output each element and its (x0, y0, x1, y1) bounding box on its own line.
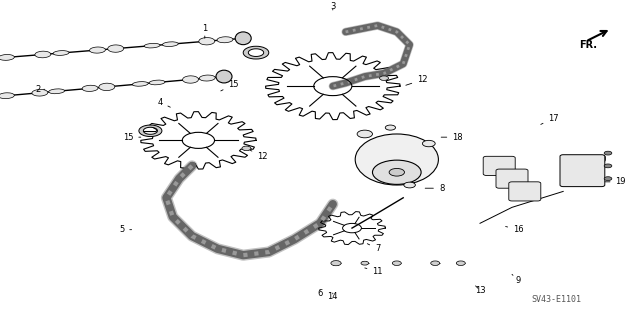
Text: 13: 13 (475, 286, 485, 295)
Circle shape (385, 125, 396, 130)
Text: 10: 10 (585, 155, 607, 164)
Circle shape (422, 140, 435, 147)
FancyBboxPatch shape (496, 169, 528, 188)
Ellipse shape (355, 134, 438, 185)
Circle shape (389, 168, 404, 176)
Ellipse shape (217, 37, 233, 43)
Text: 7: 7 (367, 244, 380, 253)
Text: 9: 9 (512, 274, 521, 285)
Ellipse shape (0, 93, 14, 99)
Circle shape (380, 76, 388, 80)
Ellipse shape (144, 43, 160, 48)
Text: 18: 18 (441, 133, 463, 142)
Ellipse shape (108, 45, 124, 52)
Ellipse shape (0, 55, 14, 60)
Circle shape (392, 261, 401, 265)
Ellipse shape (199, 38, 215, 45)
Ellipse shape (82, 85, 98, 92)
Text: 8: 8 (425, 184, 444, 193)
Ellipse shape (149, 80, 165, 85)
Circle shape (604, 177, 612, 181)
Text: 14: 14 (328, 292, 338, 301)
Circle shape (357, 130, 372, 138)
Ellipse shape (90, 47, 106, 53)
Text: 15: 15 (221, 80, 239, 91)
Text: 16: 16 (506, 225, 524, 234)
Circle shape (331, 261, 341, 266)
Text: 15: 15 (123, 133, 141, 142)
Ellipse shape (53, 51, 69, 56)
Text: 2: 2 (36, 85, 45, 94)
Ellipse shape (49, 89, 65, 94)
FancyBboxPatch shape (483, 156, 515, 175)
Ellipse shape (163, 42, 179, 47)
Circle shape (404, 182, 415, 188)
Text: 17: 17 (541, 114, 559, 124)
Text: 12: 12 (250, 150, 268, 161)
Circle shape (456, 261, 465, 265)
Ellipse shape (35, 51, 51, 58)
Ellipse shape (182, 76, 198, 83)
Ellipse shape (236, 32, 252, 45)
Text: 19: 19 (604, 177, 626, 186)
Text: FR.: FR. (579, 40, 597, 50)
Text: 4: 4 (157, 98, 170, 107)
Text: 12: 12 (406, 75, 428, 85)
Circle shape (372, 160, 421, 184)
Text: 1: 1 (202, 24, 207, 38)
Circle shape (604, 164, 612, 168)
Ellipse shape (32, 89, 48, 96)
Ellipse shape (99, 83, 115, 91)
Text: SV43-E1101: SV43-E1101 (531, 295, 581, 304)
Circle shape (361, 261, 369, 265)
Text: 5: 5 (119, 225, 132, 234)
Circle shape (242, 146, 251, 151)
Text: 6: 6 (317, 289, 323, 298)
Ellipse shape (216, 70, 232, 83)
Ellipse shape (199, 75, 215, 81)
Text: 3: 3 (330, 2, 335, 11)
Circle shape (604, 151, 612, 155)
Text: 11: 11 (365, 267, 383, 276)
FancyBboxPatch shape (560, 155, 605, 187)
Circle shape (431, 261, 440, 265)
FancyBboxPatch shape (509, 182, 541, 201)
Ellipse shape (132, 82, 148, 86)
